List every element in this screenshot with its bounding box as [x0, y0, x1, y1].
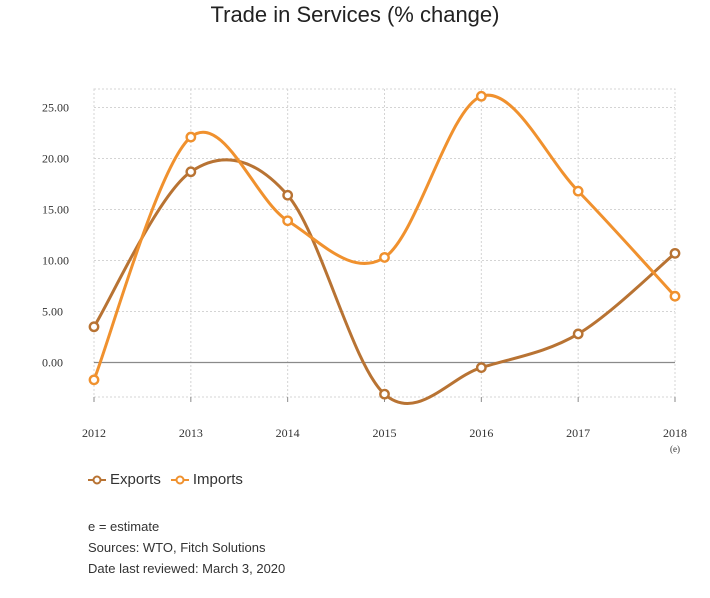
x-tick-label: 2017: [566, 426, 590, 440]
imports-data-point[interactable]: [379, 252, 390, 263]
imports-data-point[interactable]: [572, 185, 584, 197]
x-tick-label: 2014: [276, 426, 300, 440]
imports-data-point[interactable]: [185, 131, 197, 143]
y-tick-label: 15.00: [42, 203, 69, 217]
legend-item-exports[interactable]: Exports: [88, 471, 161, 488]
legend-label-imports: Imports: [192, 471, 243, 488]
x-tick-label: 2015: [373, 426, 397, 440]
note-sources: Sources: WTO, Fitch Solutions: [88, 540, 266, 555]
chart-axes: [93, 361, 676, 402]
imports-data-point[interactable]: [282, 215, 294, 227]
legend-item-imports[interactable]: Imports: [170, 471, 243, 488]
x-axis-labels: 2012 2013 2014 2015 2016 2017 2018 (e): [82, 426, 687, 454]
exports-legend-marker-icon: [88, 475, 106, 484]
chart-grid: [93, 88, 676, 398]
x-tick-sublabel: (e): [670, 444, 680, 454]
note-date-reviewed: Date last reviewed: March 3, 2020: [88, 561, 286, 576]
y-tick-label: 10.00: [42, 254, 69, 268]
series-points: [88, 90, 681, 400]
exports-data-point[interactable]: [379, 388, 390, 400]
imports-data-point[interactable]: [669, 290, 681, 302]
chart-title: Trade in Services (% change): [210, 2, 500, 27]
y-tick-label: 5.00: [42, 305, 63, 319]
y-axis-labels: 25.00 20.00 15.00 10.00 5.00 0.00: [42, 101, 69, 370]
imports-data-point[interactable]: [88, 374, 100, 386]
exports-data-point[interactable]: [185, 166, 197, 178]
imports-data-point[interactable]: [475, 90, 487, 102]
chart-legend: Exports Imports: [88, 471, 243, 488]
exports-data-point[interactable]: [475, 362, 487, 373]
legend-label-exports: Exports: [110, 471, 161, 488]
chart-notes: e = estimate Sources: WTO, Fitch Solutio…: [88, 516, 285, 579]
y-tick-label: 0.00: [42, 356, 63, 370]
exports-data-point[interactable]: [669, 247, 681, 259]
note-estimate: e = estimate: [88, 519, 160, 534]
x-tick-label: 2012: [82, 426, 106, 440]
y-tick-label: 25.00: [42, 101, 69, 115]
exports-data-point[interactable]: [282, 189, 294, 201]
y-tick-label: 20.00: [42, 152, 69, 166]
x-tick-label: 2016: [469, 426, 493, 440]
x-tick-label: 2018: [663, 426, 687, 440]
imports-legend-marker-icon: [170, 475, 189, 484]
exports-data-point[interactable]: [88, 321, 100, 333]
plot-frame: [93, 88, 676, 398]
exports-data-point[interactable]: [572, 328, 584, 340]
x-tick-label: 2013: [179, 426, 203, 440]
